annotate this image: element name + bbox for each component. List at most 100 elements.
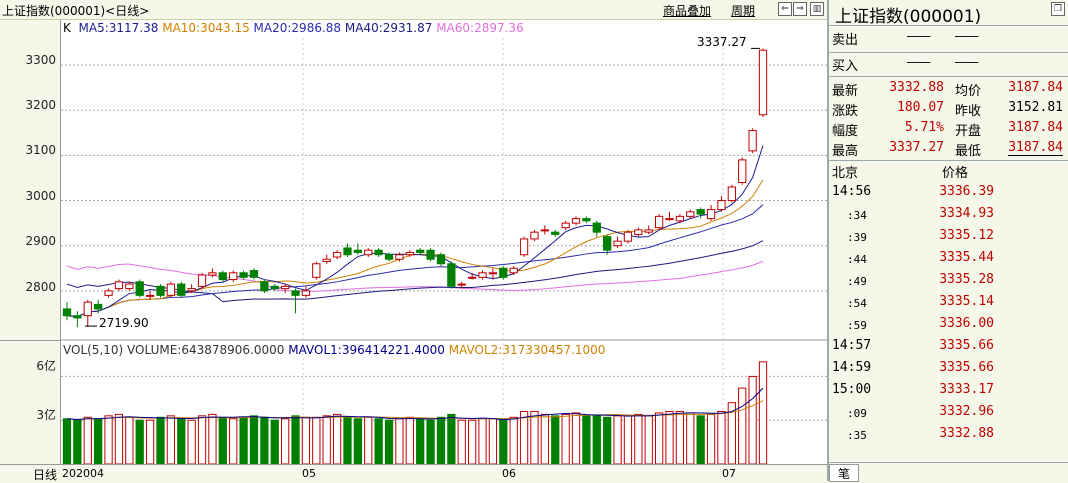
high-value: 3337.27 [889,140,944,155]
prev-close-label: 昨收 [955,104,982,119]
overlay-commodity-link[interactable]: 商品叠加 [663,4,712,18]
tick-time: :59 [847,319,867,332]
volume-bar [488,418,498,464]
candle-body [260,281,269,292]
volume-bar [519,410,529,464]
tick-time: 14:59 [832,360,872,375]
y-tick: 3100 [25,143,56,157]
volume-bar [218,416,227,464]
ma20-line [66,204,764,318]
kline-chart[interactable]: K MA5:3117.38 MA10:3043.15 MA20:2986.88 … [61,20,827,464]
y-tick: 2800 [25,280,56,294]
volume-bar [561,413,570,464]
candle-body [717,200,726,211]
volume-bar [436,416,446,464]
candle-body [582,218,591,222]
candle-body [644,229,653,233]
change-label: 涨跌 [832,104,859,119]
quote-title: 上证指数(000001) [835,7,982,27]
tick-row: :09 3332.96 [829,404,1068,424]
volume-bar [374,418,383,464]
volume-bar [467,419,477,464]
ma40-label: MA40:2931.87 [344,21,433,35]
candle-body [301,290,311,296]
volume-bar [416,418,425,464]
pct-value: 5.71% [904,120,944,135]
tick-price: 3335.44 [939,250,994,265]
layout-icon[interactable]: ▥ [810,2,824,16]
volume-bar [114,413,124,464]
y-tick: 3300 [25,53,56,67]
candle-body [519,238,529,256]
restore-icon[interactable]: ❐ [1051,2,1065,16]
volume-bar [499,419,508,464]
candle-body [426,249,435,260]
volume-bar [623,415,633,464]
chart-title: 上证指数(000001)<日线> [2,4,150,18]
candle-body [374,249,383,256]
candle-body [218,272,227,281]
volume-bar [758,361,768,464]
candle-body [603,236,612,251]
volume-bar [166,415,176,464]
tick-price: 3335.28 [939,272,994,287]
sell-row: 卖出 ——— ——— [829,29,1068,49]
candle-body [665,218,674,221]
tick-row: :54 3335.14 [829,294,1068,314]
volume-bar [613,415,622,464]
volume-bar [62,418,72,464]
tab-trades[interactable]: 笔 [829,464,859,482]
tick-row: :35 3332.88 [829,426,1068,446]
tick-time: 15:00 [832,382,872,397]
volume-bar [509,416,518,464]
candle-body [312,263,321,278]
candle-body [353,249,363,253]
candle-body [706,209,716,220]
volume-bar [384,419,394,464]
candle-body [145,294,155,297]
pct-label: 幅度 [832,124,859,139]
tick-price: 3333.17 [939,382,994,397]
volume-bar [457,419,466,464]
tick-time: 14:56 [832,184,872,199]
volume-bar [426,419,435,464]
volume-bar [73,419,82,464]
candle-body [592,222,601,233]
scroll-left-icon[interactable]: ⇐ [778,2,792,16]
low-value: 3187.84 [1008,140,1063,156]
volume-bar [405,416,414,464]
y-tick: 3200 [25,98,56,112]
volume-bar [301,416,311,464]
tick-price-header: 价格 [942,166,969,181]
candle-body [623,231,633,242]
candle-body [748,130,757,152]
volume-bar [665,410,674,464]
candle-body [696,209,705,215]
period-link[interactable]: 周期 [731,4,756,18]
volume-bar [281,418,290,464]
volume-bar [208,413,217,464]
candle-body [727,186,736,202]
low-annotation: 2719.90 [99,316,149,330]
volume-bar [187,419,196,464]
volume-bar [551,415,560,464]
chart-title-bar: 上证指数(000001)<日线> 商品叠加 周期 ⇐ ⇒ ▥ [0,0,828,20]
tick-price: 3335.66 [939,360,994,375]
candle-body [364,249,373,256]
volume-bar [135,419,144,464]
y-tick: 2900 [25,234,56,248]
panel-divider[interactable] [827,0,829,481]
candle-body [62,308,72,317]
volume-bar [270,419,279,464]
high-annotation: 3337.27 [697,35,747,49]
date-tick: 06 [502,467,516,480]
date-tick: 05 [302,467,316,480]
volume-bar [322,415,331,464]
tick-row: :49 3335.28 [829,272,1068,292]
candle-body [613,240,622,247]
scroll-right-icon[interactable]: ⇒ [793,2,807,16]
open-label: 开盘 [955,124,982,139]
candle-body [239,272,248,278]
tick-price: 3335.66 [939,338,994,353]
prev-close-value: 3152.81 [1008,100,1063,115]
